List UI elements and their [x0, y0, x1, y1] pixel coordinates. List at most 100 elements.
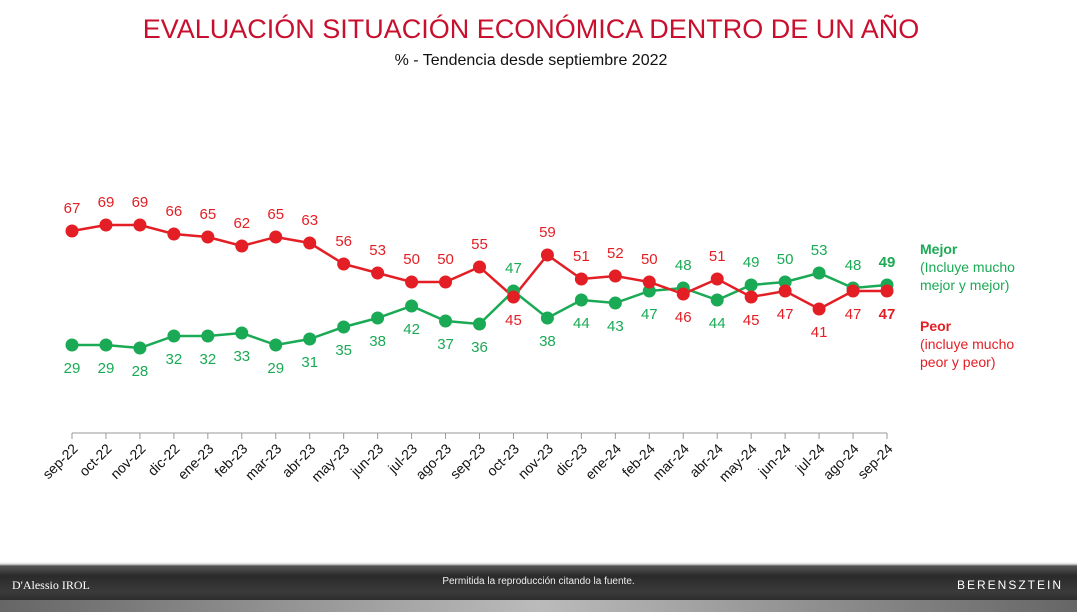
- chart-title: EVALUACIÓN SITUACIÓN ECONÓMICA DENTRO DE…: [143, 13, 920, 44]
- x-tick-label: may-24: [716, 440, 760, 484]
- series-line: [72, 271, 888, 350]
- data-label: 52: [607, 245, 624, 262]
- x-tick-label: sep-23: [447, 440, 489, 482]
- footer-band: [0, 600, 1077, 612]
- data-label: 45: [505, 312, 522, 329]
- data-label: 35: [335, 342, 352, 359]
- data-label: 47: [641, 306, 658, 323]
- data-label: 49: [879, 254, 896, 271]
- data-label: 32: [166, 351, 183, 368]
- data-label: 47: [777, 306, 794, 323]
- data-label: 50: [437, 251, 454, 268]
- data-label: 55: [471, 236, 488, 253]
- data-point: [99, 218, 113, 232]
- data-label: 62: [233, 215, 250, 232]
- data-point: [439, 314, 453, 328]
- data-label: 43: [607, 318, 624, 335]
- data-label: 44: [709, 315, 726, 332]
- data-label: 48: [845, 257, 862, 274]
- data-point: [167, 329, 181, 343]
- data-point: [405, 299, 419, 313]
- x-tick-label: mar-23: [242, 440, 285, 483]
- data-label: 66: [166, 203, 183, 220]
- x-tick-label: mar-24: [649, 440, 692, 483]
- x-tick-label: jun-23: [347, 440, 387, 480]
- data-label: 51: [573, 248, 590, 265]
- footer-logo: D'Alessio IROL: [12, 578, 90, 592]
- data-label: 59: [539, 224, 556, 241]
- x-tick-label: sep-22: [39, 440, 81, 482]
- data-label: 50: [777, 251, 794, 268]
- data-point: [574, 272, 588, 286]
- legend-description: (incluye mucho peor y peor): [920, 336, 1015, 370]
- data-point: [642, 284, 656, 298]
- data-point: [608, 296, 622, 310]
- data-label: 53: [811, 242, 828, 259]
- data-point: [608, 269, 622, 283]
- data-label: 53: [369, 242, 386, 259]
- data-point: [744, 290, 758, 304]
- legend-item: Mejor (Incluye mucho mejor y mejor): [920, 240, 1032, 294]
- data-point: [303, 236, 317, 250]
- data-label: 29: [98, 360, 115, 377]
- x-tick-label: nov-22: [107, 440, 149, 482]
- x-tick-label: ene-24: [582, 440, 624, 482]
- x-tick-label: nov-23: [515, 440, 557, 482]
- data-point: [880, 284, 894, 298]
- data-point: [167, 227, 181, 241]
- data-label: 56: [335, 233, 352, 250]
- data-point: [439, 275, 453, 289]
- data-point: [710, 293, 724, 307]
- data-label: 33: [233, 348, 250, 365]
- data-label: 29: [64, 360, 81, 377]
- data-point: [574, 293, 588, 307]
- footer-logo: BERENSZTEIN: [956, 578, 1063, 592]
- data-point: [65, 224, 79, 238]
- x-tick-label: ene-23: [174, 440, 216, 482]
- data-point: [642, 275, 656, 289]
- data-label: 67: [64, 200, 81, 217]
- data-label: 47: [879, 306, 896, 323]
- data-label: 69: [98, 194, 115, 211]
- data-label: 65: [267, 206, 284, 223]
- data-label: 38: [539, 333, 556, 350]
- data-label: 48: [675, 257, 692, 274]
- legend-description: (Incluye mucho mejor y mejor): [920, 259, 1015, 293]
- data-point: [540, 248, 554, 262]
- data-label: 44: [573, 315, 590, 332]
- data-point: [133, 218, 147, 232]
- data-label: 49: [743, 254, 760, 271]
- data-point: [133, 341, 147, 355]
- legend-label: Peor: [920, 318, 952, 334]
- data-label: 47: [845, 306, 862, 323]
- data-label: 32: [199, 351, 216, 368]
- data-point: [473, 317, 486, 331]
- data-point: [846, 284, 860, 298]
- legend-label: Mejor: [920, 241, 958, 257]
- data-point: [337, 320, 351, 334]
- x-tick-label: jun-24: [754, 440, 794, 480]
- data-point: [371, 266, 385, 280]
- data-point: [744, 278, 758, 292]
- data-point: [269, 338, 283, 352]
- data-label: 37: [437, 336, 454, 353]
- data-point: [65, 338, 79, 352]
- data-point: [506, 290, 520, 304]
- x-tick-label: may-23: [308, 440, 352, 484]
- data-point: [235, 239, 249, 253]
- data-label: 31: [301, 354, 318, 371]
- data-point: [201, 230, 215, 244]
- chart: EVALUACIÓN SITUACIÓN ECONÓMICA DENTRO DE…: [39, 13, 920, 485]
- legend-item: Peor (incluye mucho peor y peor): [920, 317, 1032, 371]
- data-label: 69: [132, 194, 149, 211]
- data-point: [812, 266, 826, 280]
- data-point: [235, 326, 249, 340]
- data-label: 50: [403, 251, 420, 268]
- data-point: [269, 230, 283, 244]
- data-label: 38: [369, 333, 386, 350]
- data-label: 47: [505, 260, 522, 277]
- data-point: [778, 275, 792, 289]
- data-point: [812, 302, 826, 316]
- data-point: [201, 329, 215, 343]
- data-point: [540, 311, 554, 325]
